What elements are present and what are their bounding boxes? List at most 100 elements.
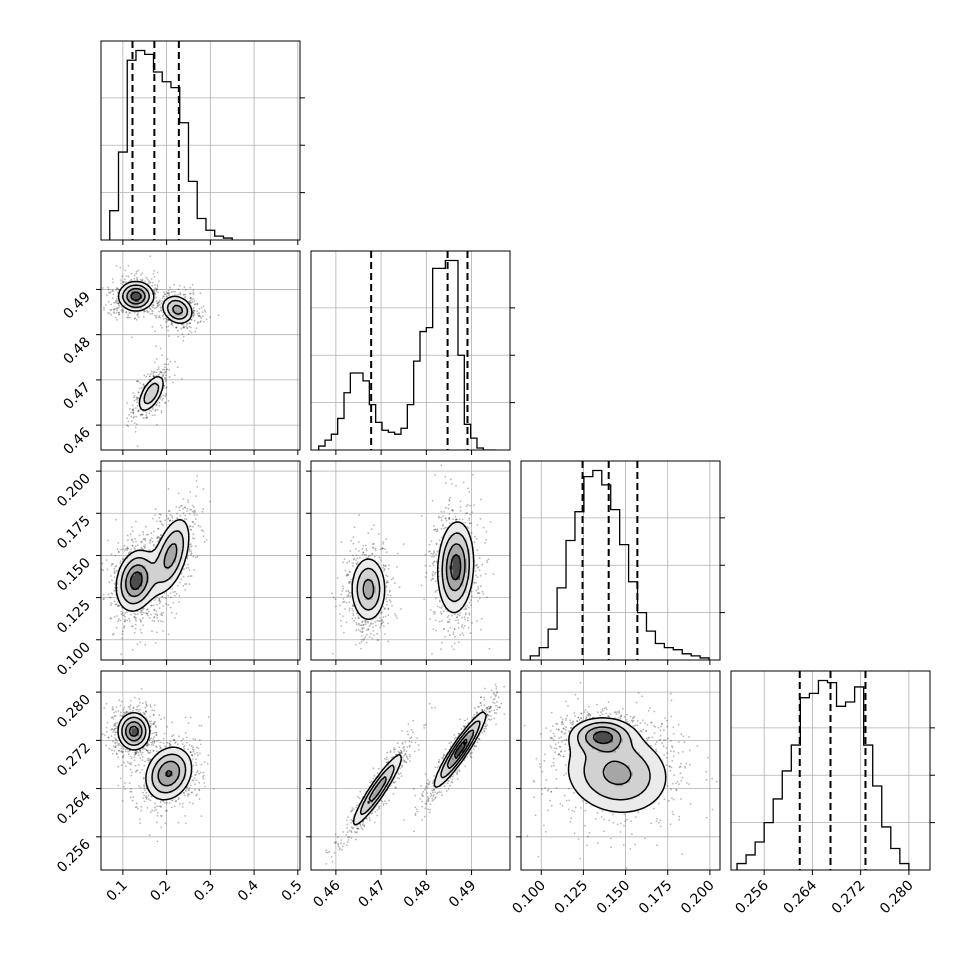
sample-point: [113, 727, 116, 730]
sample-point: [129, 755, 132, 758]
sample-point: [114, 746, 117, 749]
density-cell: [138, 298, 143, 303]
sample-point: [202, 775, 204, 778]
sample-point: [122, 281, 125, 284]
density-cell: [121, 582, 126, 587]
sample-point: [121, 633, 124, 635]
sample-point: [155, 726, 158, 728]
sample-point: [110, 592, 113, 595]
sample-point: [156, 284, 159, 287]
sample-point: [117, 302, 120, 304]
density-cell: [185, 305, 190, 309]
sample-point: [182, 507, 185, 510]
sample-point: [137, 410, 140, 413]
sample-point: [115, 752, 118, 755]
sample-point: [107, 288, 110, 291]
sample-point: [115, 288, 118, 291]
sample-point: [153, 289, 156, 292]
sample-point: [112, 293, 115, 296]
sample-point: [189, 322, 192, 325]
density-cell: [128, 281, 132, 286]
sample-point: [146, 311, 149, 313]
density-cell: [144, 595, 149, 600]
density-cell: [168, 301, 173, 306]
sample-point: [135, 540, 137, 543]
sample-point: [174, 360, 176, 363]
sample-point: [155, 371, 158, 374]
sample-point: [192, 298, 195, 300]
sample-point: [159, 371, 162, 373]
sample-point: [117, 743, 119, 745]
sample-point: [152, 306, 154, 309]
sample-point: [126, 424, 129, 427]
sample-point: [192, 293, 195, 295]
sample-point: [147, 533, 149, 536]
sample-point: [117, 784, 120, 787]
sample-point: [132, 409, 135, 412]
sample-point: [132, 709, 134, 712]
sample-point: [187, 792, 190, 795]
sample-point: [168, 375, 171, 378]
sample-point: [139, 382, 142, 384]
sample-point: [139, 701, 141, 704]
sample-point: [201, 529, 203, 532]
sample-point: [137, 613, 139, 615]
sample-point: [151, 604, 153, 607]
density-cell: [128, 589, 132, 594]
sample-point: [113, 711, 116, 714]
sample-point: [117, 756, 119, 759]
sample-point: [149, 539, 152, 541]
sample-point: [113, 308, 115, 311]
sample-point: [164, 380, 167, 383]
sample-point: [121, 756, 124, 759]
density-cell: [121, 602, 126, 607]
sample-point: [198, 789, 201, 791]
sample-point: [119, 777, 122, 780]
sample-point: [144, 748, 146, 750]
sample-point: [155, 520, 158, 523]
sample-point: [150, 737, 153, 740]
sample-point: [171, 515, 173, 517]
sample-point: [139, 413, 142, 416]
sample-point: [144, 789, 147, 792]
density-cell: [138, 595, 143, 600]
sample-point: [194, 788, 196, 791]
sample-point: [175, 592, 178, 595]
density-cell: [175, 308, 180, 313]
density-cell: [128, 585, 132, 590]
sample-point: [108, 312, 111, 315]
sample-point: [164, 519, 167, 522]
density-cell: [134, 572, 139, 577]
sample-point: [178, 601, 181, 603]
density-cell: [134, 589, 139, 594]
sample-point: [189, 301, 191, 303]
density-layer: [101, 688, 215, 843]
density-cell: [134, 575, 139, 580]
density-cell: [175, 315, 180, 320]
density-cell: [168, 308, 173, 313]
sample-point: [141, 702, 144, 705]
sample-point: [115, 570, 118, 572]
sample-point: [109, 291, 112, 293]
sample-point: [115, 311, 118, 314]
histogram-2: [529, 469, 710, 660]
sample-point: [178, 509, 181, 512]
density-cell: [124, 595, 129, 600]
sample-point: [191, 510, 194, 513]
sample-point: [202, 530, 205, 533]
sample-point: [115, 300, 118, 303]
sample-point: [159, 534, 162, 536]
sample-point: [130, 278, 133, 281]
sample-point: [161, 297, 164, 299]
sample-point: [158, 513, 161, 516]
sample-point: [142, 791, 144, 794]
density-cell: [188, 308, 193, 313]
sample-point: [162, 313, 165, 316]
sample-point: [152, 375, 155, 378]
density-cell: [165, 582, 170, 587]
sample-point: [133, 615, 136, 618]
sample-point: [141, 768, 144, 771]
density-cell: [181, 528, 186, 533]
sample-point: [115, 738, 117, 741]
density-cell: [131, 592, 136, 597]
